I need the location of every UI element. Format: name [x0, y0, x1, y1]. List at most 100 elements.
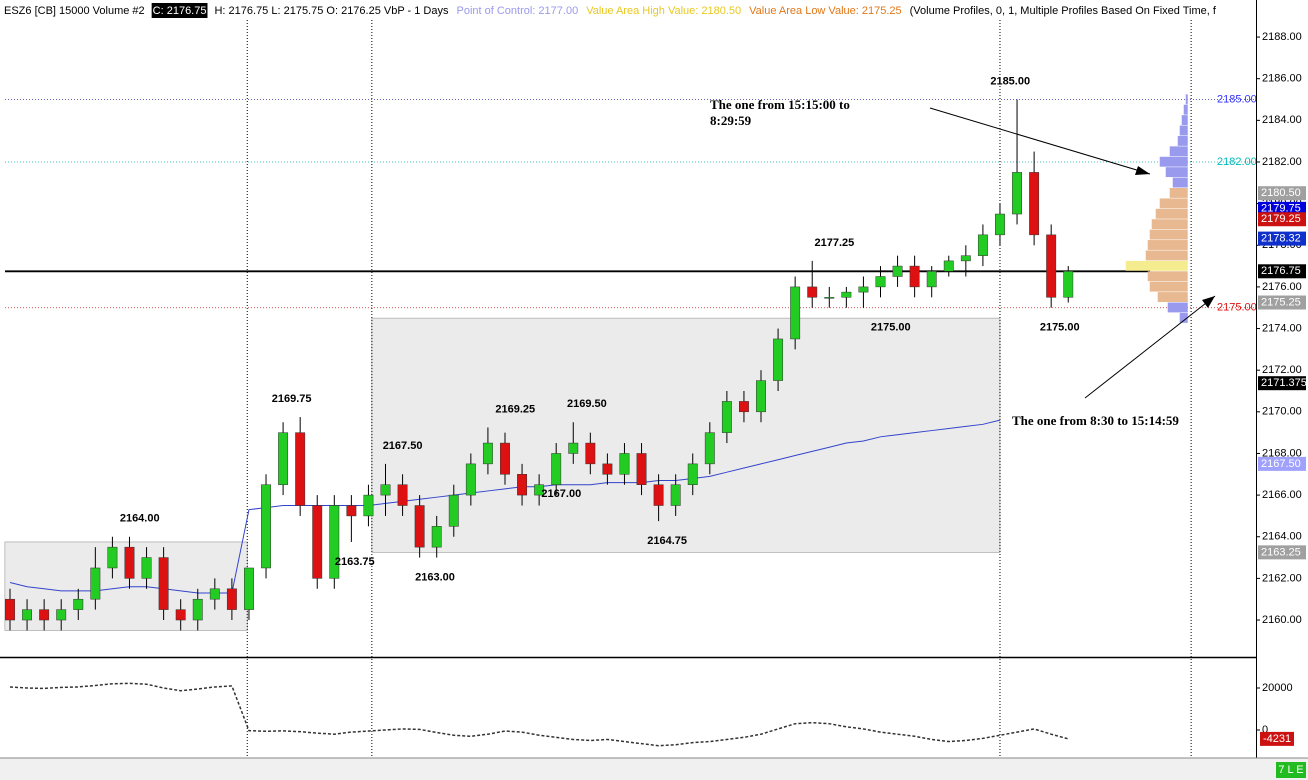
profile-bar — [1149, 281, 1188, 292]
y-tick-label: 2188.00 — [1262, 31, 1302, 43]
indicator-line — [9, 682, 1069, 747]
indicator-marker-box — [1260, 731, 1294, 746]
price-annotation: 2175.00 — [1040, 322, 1080, 334]
header-text: (Volume Profiles, 0, 1, Multiple Profile… — [910, 5, 1217, 17]
profile-bar — [1169, 146, 1188, 157]
candle-body — [500, 442, 510, 475]
y-tick-label: 2160.00 — [1262, 614, 1302, 626]
header-text: C: 2176.75 — [153, 5, 207, 17]
price-annotation: 2185.00 — [990, 75, 1030, 87]
candle-body — [670, 484, 681, 506]
candle-body — [244, 567, 254, 610]
candle-body — [414, 505, 425, 548]
candle-body — [1046, 234, 1057, 298]
candle-body — [858, 286, 869, 293]
price-marker: 2176.75 — [1261, 265, 1301, 277]
y-tick-label: 2186.00 — [1262, 73, 1302, 85]
price-marker-box — [1258, 456, 1306, 471]
candle-body — [739, 401, 749, 413]
candle-body — [756, 380, 766, 413]
candle-body — [1012, 172, 1022, 215]
price-marker: 2179.25 — [1261, 213, 1301, 225]
price-annotation: 2169.75 — [272, 393, 312, 405]
candle-body — [721, 401, 732, 433]
candle-body — [90, 567, 101, 600]
candle-body — [892, 265, 903, 277]
candle-body — [73, 598, 84, 610]
candle-body — [977, 234, 988, 256]
candle-body — [909, 265, 920, 288]
candle-body — [380, 484, 391, 496]
status-box — [1276, 762, 1306, 778]
candle-body — [619, 453, 630, 475]
candle-body — [602, 463, 613, 475]
price-annotation: 2177.25 — [815, 237, 855, 249]
price-marker-box — [1258, 545, 1306, 560]
y-tick-label: 2166.00 — [1262, 489, 1302, 501]
price-marker-box — [1258, 264, 1306, 279]
candle-body — [704, 432, 715, 465]
price-marker: 2178.32 — [1261, 233, 1301, 245]
price-marker: 2167.50 — [1261, 458, 1301, 470]
candle-body — [790, 286, 801, 340]
candle-body — [5, 598, 15, 621]
price-marker-box — [1258, 376, 1306, 391]
profile-bar — [1179, 312, 1188, 323]
candle-body — [1063, 271, 1074, 298]
candle-body — [158, 557, 169, 610]
price-annotation: 2167.00 — [541, 488, 581, 500]
profile-bar — [1177, 135, 1188, 146]
candle-body — [465, 463, 476, 496]
profile-bar — [1159, 156, 1188, 167]
candle-body — [141, 557, 152, 579]
price-marker-box — [1258, 295, 1306, 310]
profile-bar — [1179, 125, 1188, 136]
y-tick-label: 2176.00 — [1262, 281, 1302, 293]
candle-body — [534, 484, 545, 496]
candle-body — [943, 260, 954, 272]
candle-body — [175, 609, 186, 621]
candle-body — [56, 609, 67, 621]
y-tick-label: 2182.00 — [1262, 156, 1302, 168]
y-tick-label: 2168.00 — [1262, 447, 1302, 459]
profile-bar — [1145, 250, 1188, 261]
header-text: Point of Control: 2177.00 — [457, 5, 579, 17]
candle-body — [226, 588, 237, 610]
price-marker: 2163.25 — [1261, 546, 1301, 558]
average-line — [9, 419, 1001, 594]
candle-body — [551, 453, 562, 485]
candle-body — [363, 494, 374, 517]
profile-bar — [1147, 271, 1188, 282]
price-marker-box — [1258, 186, 1306, 201]
callout: The one from 15:15:00 to — [710, 97, 850, 112]
y-tick-label: 20000 — [1262, 682, 1293, 694]
price-annotation: 2164.75 — [647, 535, 687, 547]
candle-body — [431, 526, 442, 548]
candle-body — [346, 505, 357, 517]
price-marker: 2185.00 — [1217, 93, 1257, 105]
header-text: Value Area Low Value: 2175.25 — [749, 5, 902, 17]
time-axis-bar — [0, 758, 1308, 780]
candle-body — [687, 463, 698, 485]
y-tick-label: 0 — [1262, 724, 1268, 736]
candle-body — [841, 291, 852, 298]
y-tick-label: 2170.00 — [1262, 406, 1302, 418]
profile-bar — [1159, 198, 1188, 209]
profile-bar — [1151, 219, 1188, 230]
callout: The one from 8:30 to 15:14:59 — [1012, 413, 1179, 428]
candle-body — [397, 484, 408, 506]
header-text: Value Area High Value: 2180.50 — [586, 5, 741, 17]
profile-bar — [1157, 292, 1188, 302]
candle-body — [824, 297, 835, 299]
candle-body — [278, 432, 289, 485]
arrow — [1084, 295, 1216, 399]
y-tick-label: 2184.00 — [1262, 114, 1302, 126]
candle-body — [448, 494, 459, 527]
candle-body — [807, 286, 818, 298]
price-annotation: 2164.00 — [120, 513, 160, 525]
candle-body — [636, 453, 647, 485]
value-area-box — [371, 317, 1001, 553]
profile-bar — [1185, 94, 1188, 105]
candle-body — [960, 255, 971, 262]
